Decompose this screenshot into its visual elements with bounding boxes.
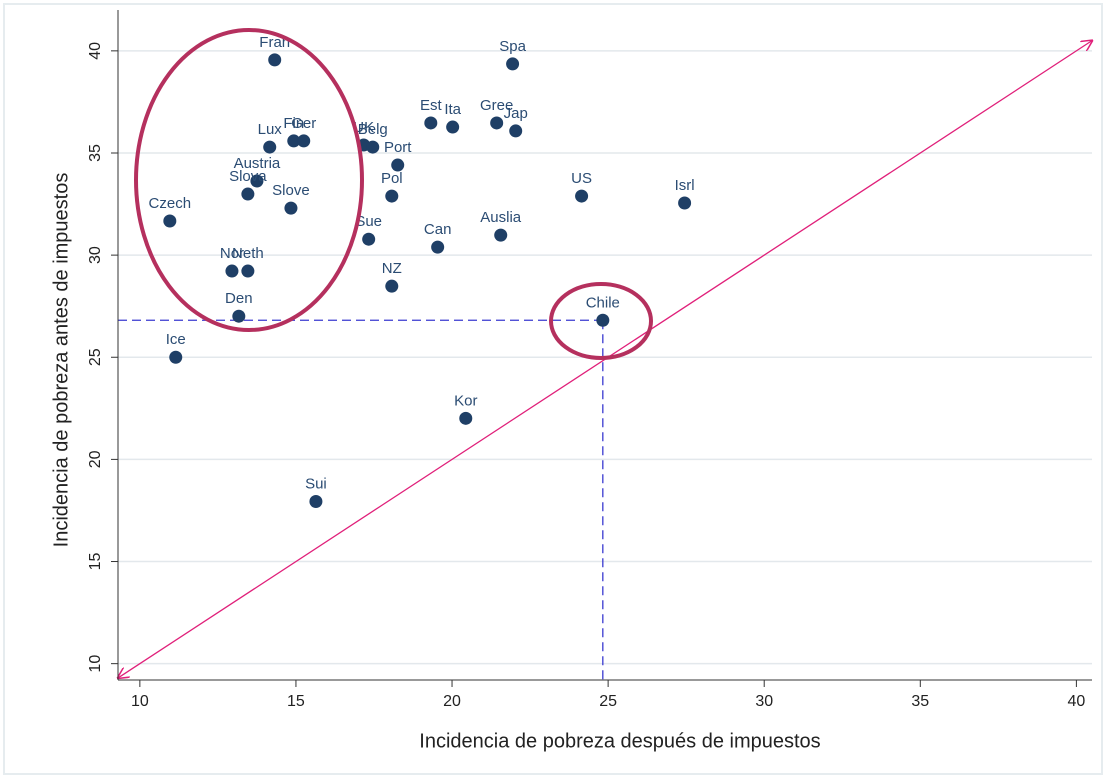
point-label: Austria <box>234 155 281 172</box>
point <box>287 134 301 148</box>
x-tick-label: 40 <box>1067 693 1085 710</box>
x-tick-label: 30 <box>755 693 773 710</box>
point <box>391 158 405 172</box>
point-label: Auslia <box>480 209 522 226</box>
point-label: Fin <box>283 115 304 132</box>
x-tick-label: 20 <box>443 693 461 710</box>
y-tick-label: 40 <box>87 42 104 60</box>
point <box>284 201 298 215</box>
x-tick-label: 25 <box>599 693 617 710</box>
point-label: Slove <box>272 182 310 199</box>
point-label: Nor <box>220 245 244 262</box>
y-tick-label: 30 <box>87 246 104 264</box>
point-label: NZ <box>382 260 402 277</box>
point-label: Neth <box>232 245 264 262</box>
point-label: Spa <box>499 38 526 55</box>
point <box>268 53 282 67</box>
y-tick-label: 20 <box>87 450 104 468</box>
point-label: Den <box>225 290 253 307</box>
point <box>678 196 692 210</box>
point <box>169 350 183 364</box>
point <box>424 116 438 130</box>
axes: 10 15 20 25 30 35 40 10 15 20 25 30 35 40 <box>87 10 1092 710</box>
point-label: Jap <box>504 105 528 122</box>
point-label: Port <box>384 139 412 156</box>
highlight-ellipse <box>549 282 653 360</box>
cluster-ellipse <box>134 28 364 332</box>
point <box>596 313 610 327</box>
point-label: Sui <box>305 475 327 492</box>
y-tick-label: 35 <box>87 144 104 162</box>
point <box>241 264 255 278</box>
point <box>494 228 508 242</box>
frame <box>3 3 1103 775</box>
point-label: Ice <box>166 331 186 348</box>
point <box>506 57 520 71</box>
point-label: Chile <box>586 294 620 311</box>
point-label: Lux <box>258 121 283 138</box>
point <box>366 140 380 154</box>
x-tick-label: 35 <box>911 693 929 710</box>
x-tick-label: 15 <box>287 693 305 710</box>
point <box>297 134 311 148</box>
point <box>163 214 177 228</box>
x-tick-label: 10 <box>131 693 149 710</box>
point <box>459 411 473 425</box>
point <box>250 174 264 188</box>
point <box>241 187 255 201</box>
point-label: Kor <box>454 392 477 409</box>
point <box>232 309 246 323</box>
point-label: Isrl <box>675 177 695 194</box>
point-label: Pol <box>381 170 403 187</box>
point-label: Czech <box>149 195 192 212</box>
point <box>385 279 399 293</box>
y-tick-label: 10 <box>87 655 104 673</box>
point <box>385 189 399 203</box>
point-label: Ita <box>444 101 461 118</box>
y-tick-label: 15 <box>87 553 104 571</box>
point <box>446 120 460 134</box>
point <box>431 240 445 254</box>
point-label: UK <box>353 119 374 136</box>
point <box>309 494 323 508</box>
point-label: Sue <box>355 213 382 230</box>
point-label: Gree <box>480 97 513 114</box>
point <box>575 189 589 203</box>
point-label: Belg <box>358 121 388 138</box>
point <box>509 124 523 138</box>
point-label: Ger <box>291 115 316 132</box>
y-tick-label: 25 <box>87 348 104 366</box>
point-label: US <box>571 170 592 187</box>
point <box>263 140 277 154</box>
y-axis-label: Incidencia de pobreza antes de impuestos <box>50 173 72 548</box>
point <box>490 116 504 130</box>
point-label: Can <box>424 221 452 238</box>
point-label: Est <box>420 97 443 114</box>
point <box>362 232 376 246</box>
point-label: Slova <box>229 168 267 185</box>
x-axis-label: Incidencia de pobreza después de impuest… <box>419 730 820 752</box>
point <box>225 264 239 278</box>
